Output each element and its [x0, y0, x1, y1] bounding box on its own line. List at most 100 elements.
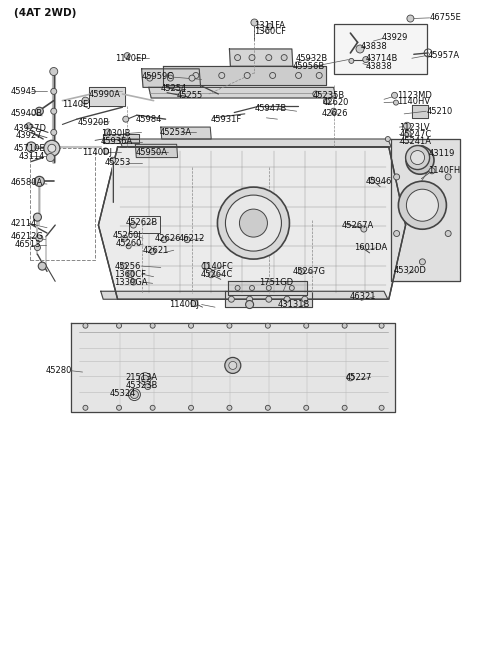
Bar: [129, 216, 160, 233]
Circle shape: [299, 268, 304, 275]
Text: 45320D: 45320D: [394, 265, 426, 275]
Text: 1311FA: 1311FA: [254, 21, 286, 30]
Circle shape: [379, 405, 384, 410]
Text: 43119: 43119: [428, 149, 455, 158]
Text: 46212G: 46212G: [11, 232, 43, 242]
Circle shape: [184, 236, 190, 243]
Circle shape: [219, 72, 225, 79]
Circle shape: [342, 405, 347, 410]
Text: 42620: 42620: [323, 98, 349, 107]
Circle shape: [117, 323, 121, 328]
Text: 43714B: 43714B: [366, 54, 398, 63]
Text: 45260J: 45260J: [113, 231, 142, 240]
Circle shape: [189, 405, 193, 410]
Circle shape: [35, 244, 40, 251]
Text: 21513A: 21513A: [126, 373, 158, 382]
Circle shape: [83, 405, 88, 410]
Circle shape: [226, 195, 281, 251]
Text: 45945: 45945: [11, 87, 37, 96]
Text: 43927: 43927: [15, 130, 42, 140]
Circle shape: [122, 235, 128, 242]
Circle shape: [398, 181, 446, 229]
Circle shape: [36, 235, 43, 242]
Circle shape: [410, 150, 425, 165]
Circle shape: [407, 15, 414, 22]
Circle shape: [168, 72, 173, 79]
Circle shape: [266, 285, 271, 291]
Circle shape: [117, 405, 121, 410]
Circle shape: [121, 263, 127, 269]
Circle shape: [161, 236, 167, 243]
Text: 45946: 45946: [366, 177, 392, 186]
Circle shape: [189, 323, 193, 328]
Circle shape: [123, 116, 129, 122]
Circle shape: [304, 323, 309, 328]
Circle shape: [38, 262, 46, 270]
Circle shape: [105, 129, 111, 136]
Text: 1123LV: 1123LV: [399, 122, 430, 132]
Text: 1123MD: 1123MD: [397, 91, 432, 100]
Polygon shape: [161, 127, 211, 139]
Circle shape: [82, 97, 89, 104]
Circle shape: [131, 391, 138, 399]
Circle shape: [191, 300, 198, 307]
Circle shape: [193, 72, 199, 79]
Text: 45235B: 45235B: [313, 91, 345, 100]
Circle shape: [240, 209, 267, 237]
Text: 45253A: 45253A: [159, 128, 192, 137]
Text: 45253: 45253: [105, 158, 131, 167]
Circle shape: [445, 174, 451, 180]
Circle shape: [304, 405, 309, 410]
Circle shape: [347, 374, 354, 381]
Text: 46212: 46212: [179, 234, 205, 243]
Circle shape: [142, 375, 148, 382]
Circle shape: [289, 285, 294, 291]
Text: 45323B: 45323B: [126, 381, 158, 390]
Text: 45931F: 45931F: [210, 115, 241, 124]
Text: 45267A: 45267A: [342, 220, 374, 230]
Circle shape: [227, 405, 232, 410]
Circle shape: [50, 68, 58, 75]
Circle shape: [244, 72, 250, 79]
Circle shape: [361, 226, 367, 232]
Circle shape: [324, 98, 329, 105]
Circle shape: [356, 45, 364, 53]
Text: 45957A: 45957A: [427, 51, 459, 60]
Text: 1360CF: 1360CF: [114, 269, 146, 279]
Text: 43929: 43929: [382, 32, 408, 42]
Circle shape: [420, 146, 425, 152]
Text: 45950A: 45950A: [135, 148, 168, 157]
Circle shape: [150, 323, 155, 328]
Bar: [334, 24, 427, 74]
Polygon shape: [228, 281, 307, 295]
Circle shape: [131, 222, 136, 228]
Circle shape: [103, 148, 108, 154]
Circle shape: [429, 167, 435, 174]
Polygon shape: [142, 69, 201, 87]
Text: 1140HV: 1140HV: [397, 97, 431, 107]
Text: 45280: 45280: [46, 366, 72, 375]
Circle shape: [110, 157, 116, 164]
Text: 45256: 45256: [114, 261, 141, 271]
Circle shape: [228, 296, 234, 303]
Circle shape: [229, 361, 237, 369]
Polygon shape: [163, 66, 326, 85]
Circle shape: [331, 108, 336, 115]
Circle shape: [385, 136, 390, 142]
Text: 1140FH: 1140FH: [428, 166, 460, 175]
Text: 1360CF: 1360CF: [254, 27, 287, 36]
Text: 1140DJ: 1140DJ: [169, 300, 199, 309]
Circle shape: [342, 323, 347, 328]
Text: 45710E: 45710E: [13, 144, 45, 153]
Circle shape: [217, 187, 289, 259]
Circle shape: [265, 405, 270, 410]
Text: 45990A: 45990A: [89, 89, 121, 99]
Circle shape: [235, 285, 240, 291]
Circle shape: [145, 383, 151, 390]
Circle shape: [34, 213, 41, 221]
Polygon shape: [412, 105, 428, 118]
Text: 43838: 43838: [366, 62, 393, 71]
Circle shape: [296, 72, 301, 79]
Text: 45324: 45324: [109, 389, 136, 399]
Circle shape: [147, 75, 153, 81]
